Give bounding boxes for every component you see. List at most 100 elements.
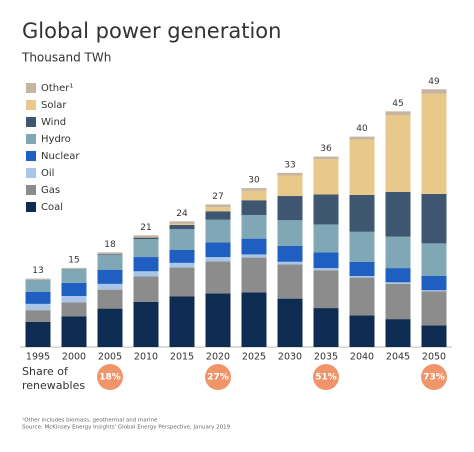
total-label: 49 <box>428 77 440 87</box>
bar-segment <box>61 295 87 303</box>
bar-segment <box>277 261 303 265</box>
bar-segment <box>421 325 447 347</box>
bar-segment <box>169 262 195 268</box>
bar-segment <box>385 282 411 284</box>
bar-segment <box>169 249 195 263</box>
total-label: 21 <box>140 223 151 233</box>
legend-swatch <box>26 185 36 195</box>
bar-segment <box>313 159 339 195</box>
bar-segment <box>205 211 231 220</box>
bar-segment <box>205 261 231 294</box>
total-label: 36 <box>320 144 332 154</box>
share-label: 27% <box>207 373 229 383</box>
bar-segment <box>241 190 267 201</box>
bar-segment <box>421 275 447 291</box>
bar-segment <box>313 224 339 253</box>
bar-segment <box>313 308 339 347</box>
share-marker <box>313 364 339 390</box>
share-label: Share of renewables <box>22 365 86 392</box>
bar-segment <box>313 270 339 309</box>
x-tick-label: 2025 <box>242 352 266 363</box>
share-marker <box>421 364 447 390</box>
bar-segment <box>385 111 411 116</box>
footnote: ¹Other includes biomass, geothermal and … <box>22 417 158 424</box>
bar-segment <box>25 321 51 347</box>
x-tick-label: 2010 <box>134 352 158 363</box>
x-tick-label: 2030 <box>278 352 302 363</box>
bar-segment <box>349 315 375 347</box>
x-tick-label: 2020 <box>206 352 230 363</box>
bar-segment <box>205 207 231 212</box>
bar-segment <box>97 308 123 347</box>
bar-segment <box>97 289 123 309</box>
bar-segment <box>313 252 339 269</box>
bar-segment <box>133 235 159 238</box>
share-label: 73% <box>423 373 445 383</box>
bar-segment <box>349 139 375 195</box>
bar-segment <box>61 302 87 317</box>
bar-segment <box>205 219 231 243</box>
bar-segment <box>241 188 267 191</box>
legend-swatch <box>26 168 36 178</box>
x-tick-label: 1995 <box>26 352 50 363</box>
share-marker <box>205 364 231 390</box>
legend-swatch <box>26 117 36 127</box>
bar-segment <box>277 172 303 176</box>
bar-segment <box>421 243 447 276</box>
bar-segment <box>385 319 411 347</box>
share-label: 18% <box>99 373 121 383</box>
bar-segment <box>205 293 231 347</box>
legend-label: Other¹ <box>41 83 73 94</box>
bar-segment <box>241 292 267 347</box>
x-tick-label: 2035 <box>314 352 338 363</box>
bar-segment <box>205 204 231 208</box>
total-label: 15 <box>68 255 79 265</box>
legend-swatch <box>26 134 36 144</box>
legend-label: Oil <box>41 168 54 179</box>
x-tick-label: 2045 <box>386 352 410 363</box>
footnote: Source: McKinsey Energy Insights' Global… <box>22 425 231 431</box>
bar-segment <box>385 236 411 269</box>
bar-segment <box>385 283 411 320</box>
bar-segment <box>349 275 375 278</box>
x-tick-label: 2015 <box>170 352 194 363</box>
bar-segment <box>133 271 159 277</box>
x-tick-label: 2000 <box>62 352 86 363</box>
bar-segment <box>169 224 195 230</box>
total-label: 24 <box>176 209 188 219</box>
bar-segment <box>25 291 51 304</box>
bar-segment <box>169 229 195 250</box>
legend-label: Coal <box>41 202 63 213</box>
bar-segment <box>205 242 231 258</box>
bar-segment <box>25 310 51 322</box>
bar-segment <box>133 237 159 240</box>
x-tick-label: 2005 <box>98 352 122 363</box>
bar-segment <box>205 257 231 262</box>
total-label: 33 <box>284 160 295 170</box>
bar-segment <box>277 246 303 262</box>
bar-segment <box>421 193 447 244</box>
bar-segment <box>241 200 267 215</box>
bar-segment <box>169 267 195 297</box>
bar-segment <box>241 254 267 258</box>
bar-segment <box>97 252 123 254</box>
total-label: 27 <box>212 192 223 202</box>
legend-swatch <box>26 100 36 110</box>
bar-segment <box>277 196 303 221</box>
x-tick-label: 2040 <box>350 352 374 363</box>
bar-segment <box>169 223 195 225</box>
total-label: 45 <box>392 99 403 109</box>
bar-segment <box>421 291 447 326</box>
bar-segment <box>385 268 411 283</box>
share-marker <box>97 364 123 390</box>
bar-segment <box>61 316 87 347</box>
legend-label: Gas <box>41 185 60 196</box>
bar-segment <box>133 239 159 258</box>
bar-segment <box>61 269 87 283</box>
bar-segment <box>385 191 411 237</box>
legend-label: Nuclear <box>41 151 80 162</box>
bar-segment <box>421 89 447 94</box>
bar-segment <box>133 257 159 272</box>
bar-segment <box>169 221 195 224</box>
